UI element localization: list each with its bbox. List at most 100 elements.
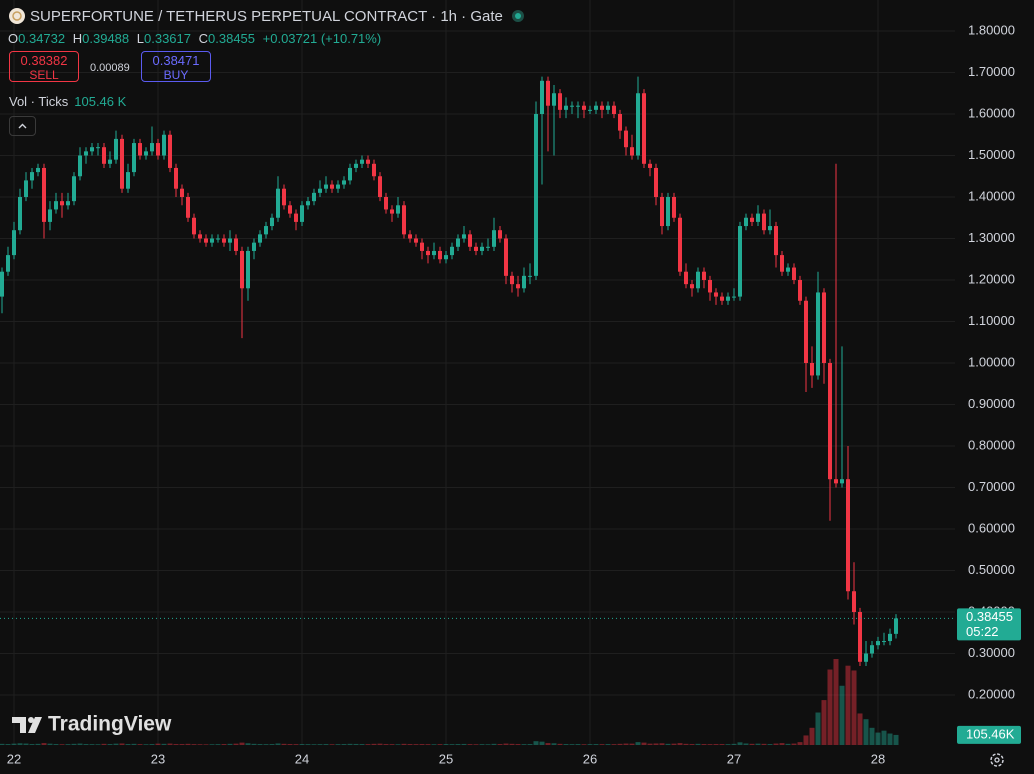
volume-bar <box>239 742 245 745</box>
candle-body <box>402 205 406 235</box>
buy-button[interactable]: 0.38471 BUY <box>141 51 211 82</box>
volume-bar <box>71 743 77 745</box>
candle-body <box>774 226 778 256</box>
candle-body <box>708 279 712 293</box>
volume-bar <box>755 743 761 745</box>
volume-bar <box>509 743 515 745</box>
volume-bar <box>191 744 197 745</box>
candle-body <box>684 271 688 285</box>
candle-body <box>168 134 172 168</box>
volume-bar <box>425 744 431 745</box>
candle-body <box>348 167 352 181</box>
candle-body <box>864 653 868 662</box>
volume-bar <box>821 700 827 745</box>
candle-body <box>366 159 370 164</box>
candle-body <box>726 296 730 301</box>
candle-body <box>48 209 52 222</box>
volume-bar <box>23 743 29 745</box>
candle-body <box>738 226 742 297</box>
volume-bar <box>155 743 161 745</box>
candle-body <box>156 143 160 156</box>
ohlc-key: C <box>198 31 209 46</box>
volume-bar <box>713 744 719 745</box>
candle-body <box>288 205 292 214</box>
candle-body <box>594 105 598 110</box>
candle-body <box>618 113 622 131</box>
volume-bar <box>791 743 797 745</box>
y-tick-label: 1.50000 <box>968 147 1015 162</box>
candle-body <box>522 275 526 289</box>
volume-bar <box>635 742 641 745</box>
volume-bar <box>227 743 233 745</box>
settings-button[interactable] <box>990 753 1004 767</box>
volume-bar <box>887 733 893 745</box>
y-tick-label: 1.30000 <box>968 230 1015 245</box>
sell-label: SELL <box>29 68 59 82</box>
candle-body <box>756 213 760 222</box>
volume-bar <box>305 744 311 745</box>
candle-body <box>360 159 364 164</box>
volume-bar <box>35 743 41 745</box>
volume-bar <box>671 743 677 745</box>
volume-bar <box>803 735 809 745</box>
volume-bar <box>527 744 533 745</box>
volume-bar <box>347 743 353 745</box>
y-tick-label: 1.10000 <box>968 313 1015 328</box>
volume-bar <box>515 744 521 745</box>
volume-bar <box>437 744 443 745</box>
volume-bar <box>653 743 659 745</box>
volume-bar <box>395 744 401 745</box>
candle-body <box>612 105 616 114</box>
volume-bar <box>809 727 815 745</box>
candle-body <box>582 105 586 110</box>
volume-legend: Vol · Ticks 105.46 K <box>9 94 126 109</box>
volume-bar <box>125 744 131 745</box>
candle-body <box>66 201 70 206</box>
volume-bar <box>533 741 539 745</box>
volume-bar <box>17 743 23 745</box>
candle-body <box>702 271 706 280</box>
volume-bar <box>569 744 575 745</box>
volume-bar <box>479 744 485 745</box>
candle-body <box>198 234 202 239</box>
ohlc-key: H <box>72 31 83 46</box>
candle-body <box>30 172 34 181</box>
volume-bar <box>767 744 773 745</box>
ohlc-key: L <box>136 31 144 46</box>
candle-body <box>456 238 460 247</box>
volume-bar <box>53 744 59 745</box>
candle-body <box>252 242 256 251</box>
candle-body <box>432 250 436 256</box>
candle-body <box>690 284 694 289</box>
volume-bar <box>665 743 671 745</box>
candle-body <box>492 230 496 247</box>
volume-bar <box>59 744 65 745</box>
volume-bar <box>293 744 299 745</box>
watermark-logo <box>12 717 42 733</box>
volume-bar <box>677 743 683 745</box>
volume-bar <box>587 744 593 745</box>
candle-body <box>552 93 556 106</box>
volume-bar <box>497 744 503 745</box>
y-tick-label: 1.20000 <box>968 271 1015 286</box>
volume-bar <box>257 744 263 745</box>
x-tick-label: 25 <box>439 751 453 766</box>
x-tick-label: 23 <box>151 751 165 766</box>
volume-bar <box>863 719 869 745</box>
volume-bar <box>617 743 623 745</box>
volume-bar <box>485 744 491 745</box>
collapse-button[interactable] <box>9 116 36 136</box>
candle-body <box>882 641 886 643</box>
candle-body <box>270 217 274 227</box>
y-tick-label: 1.60000 <box>968 105 1015 120</box>
volume-bar <box>113 743 119 745</box>
candle-body <box>744 217 748 227</box>
sell-button[interactable]: 0.38382 SELL <box>9 51 79 82</box>
candle-body <box>768 226 772 231</box>
candle-body <box>720 296 724 301</box>
volume-bar <box>377 743 383 745</box>
volume-bar <box>785 743 791 745</box>
y-tick-label: 1.70000 <box>968 64 1015 79</box>
volume-bar <box>131 743 137 745</box>
candle-body <box>96 147 100 149</box>
